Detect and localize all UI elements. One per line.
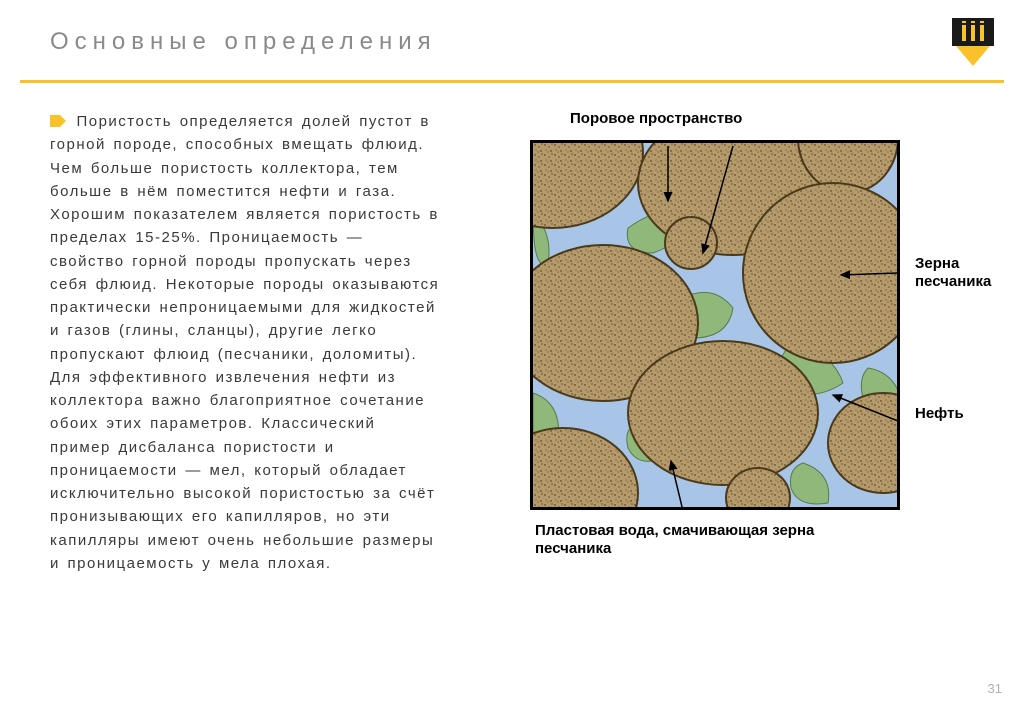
- page-title: Основные определения: [50, 28, 437, 56]
- label-oil: Нефть: [915, 405, 964, 423]
- porosity-diagram: [530, 140, 900, 510]
- company-logo: [952, 18, 994, 68]
- bullet-icon: [50, 114, 66, 126]
- title-underline: [20, 80, 1004, 83]
- page-number: 31: [988, 681, 1002, 696]
- label-grains: Зерна песчаника: [915, 255, 995, 291]
- body-text: Пористость определяется долей пустот в г…: [50, 113, 439, 572]
- body-content: Пористость определяется долей пустот в г…: [50, 110, 440, 575]
- label-water: Пластовая вода, смачивающая зерна песчан…: [535, 522, 875, 558]
- label-pore-space: Поровое пространство: [570, 110, 742, 128]
